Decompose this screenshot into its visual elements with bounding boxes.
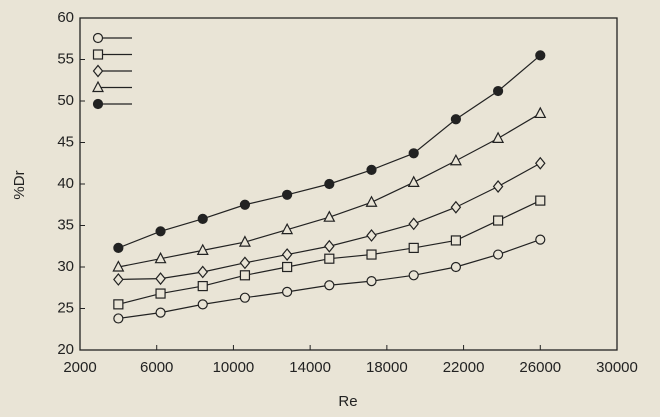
- y-tick-label: 25: [57, 299, 74, 316]
- marker: [366, 229, 377, 242]
- marker: [450, 235, 461, 246]
- marker: [450, 114, 461, 125]
- marker: [492, 131, 505, 143]
- x-tick-label: 22000: [443, 359, 485, 376]
- marker: [534, 106, 547, 119]
- y-tick-label: 55: [57, 50, 74, 67]
- marker: [196, 243, 209, 255]
- marker: [92, 64, 104, 78]
- marker: [113, 242, 124, 254]
- marker: [324, 253, 335, 264]
- marker: [282, 286, 293, 297]
- x-tick-label: 18000: [366, 359, 408, 376]
- marker: [239, 199, 251, 210]
- marker: [92, 49, 104, 60]
- x-axis-label: Re: [338, 393, 357, 410]
- marker: [535, 156, 546, 170]
- x-tick-label: 26000: [519, 359, 561, 376]
- y-tick-label: 40: [57, 175, 74, 192]
- marker: [366, 276, 377, 287]
- x-tick-label: 14000: [289, 359, 331, 376]
- marker: [449, 153, 462, 166]
- marker: [408, 242, 419, 254]
- marker: [535, 234, 546, 245]
- marker: [408, 217, 419, 231]
- marker: [113, 273, 124, 286]
- y-tick-label: 45: [57, 133, 74, 150]
- marker: [281, 222, 294, 235]
- y-tick-label: 35: [57, 216, 74, 233]
- y-tick-label: 50: [57, 92, 74, 109]
- marker: [323, 210, 336, 222]
- marker: [155, 307, 166, 318]
- marker: [492, 249, 504, 260]
- marker: [239, 270, 251, 281]
- marker: [450, 200, 462, 214]
- marker: [282, 189, 293, 200]
- marker: [324, 239, 335, 253]
- marker: [113, 313, 124, 324]
- marker: [492, 180, 504, 193]
- marker: [407, 175, 420, 187]
- y-tick-label: 60: [57, 9, 74, 26]
- marker: [239, 256, 251, 270]
- marker: [92, 98, 104, 110]
- marker: [92, 80, 104, 93]
- marker: [197, 280, 208, 292]
- marker: [155, 226, 166, 237]
- x-tick-label: 2000: [63, 359, 96, 376]
- marker: [113, 299, 124, 310]
- marker: [535, 50, 546, 61]
- marker: [408, 270, 419, 281]
- marker: [92, 32, 104, 44]
- marker: [324, 178, 335, 190]
- x-tick-label: 10000: [213, 359, 255, 376]
- x-tick-label: 30000: [596, 359, 638, 376]
- y-tick-label: 30: [57, 258, 74, 275]
- marker: [365, 195, 378, 207]
- marker: [450, 261, 461, 273]
- marker: [535, 195, 546, 206]
- marker: [197, 265, 209, 279]
- marker: [155, 272, 166, 286]
- marker: [154, 251, 167, 264]
- marker: [281, 248, 293, 261]
- y-tick-label: 20: [57, 341, 74, 358]
- marker: [408, 148, 419, 159]
- marker: [112, 260, 125, 272]
- marker: [282, 261, 293, 273]
- marker: [492, 215, 504, 226]
- marker: [492, 85, 504, 97]
- x-tick-label: 6000: [140, 359, 173, 376]
- marker: [324, 280, 335, 291]
- marker: [239, 292, 251, 303]
- y-axis-label: %Dr: [11, 170, 28, 199]
- marker: [238, 235, 251, 247]
- marker: [197, 213, 208, 224]
- marker: [155, 288, 166, 299]
- marker: [366, 249, 377, 260]
- plot-frame: [79, 17, 618, 351]
- marker: [197, 299, 208, 310]
- marker: [366, 164, 377, 175]
